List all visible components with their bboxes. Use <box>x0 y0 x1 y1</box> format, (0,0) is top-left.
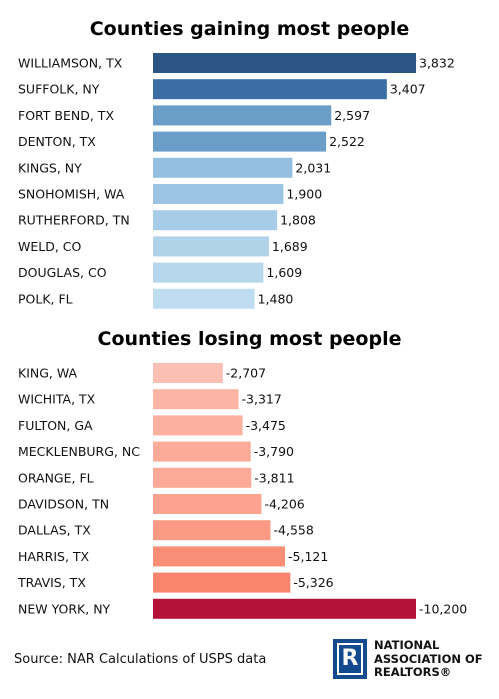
bar <box>153 546 286 567</box>
data-label: -2,707 <box>226 366 266 381</box>
data-label: -4,206 <box>264 497 304 512</box>
data-label: 3,832 <box>419 56 455 71</box>
category-label: WELD, CO <box>18 239 82 254</box>
data-label: -3,317 <box>242 392 282 407</box>
category-label: MECKLENBURG, NC <box>18 444 140 459</box>
bar <box>153 184 284 204</box>
category-label: DENTON, TX <box>18 134 96 149</box>
gaining-bar-chart: WILLIAMSON, TX 3,832 SUFFOLK, NY 3,407 FORT … <box>18 53 455 309</box>
data-label: 1,689 <box>272 239 308 254</box>
bar <box>153 441 251 462</box>
category-label: POLK, FL <box>18 291 73 306</box>
bar <box>153 210 278 231</box>
category-label: NEW YORK, NY <box>18 601 111 616</box>
bar <box>153 389 239 410</box>
bar <box>153 53 416 73</box>
data-label: 1,900 <box>286 187 322 202</box>
data-label: -5,326 <box>293 575 333 590</box>
source-note: Source: NAR Calculations of USPS data <box>14 652 267 667</box>
category-label: ORANGE, FL <box>18 470 94 485</box>
category-label: SUFFOLK, NY <box>18 82 100 97</box>
bar <box>153 157 293 178</box>
bar <box>153 467 252 488</box>
category-label: DAVIDSON, TN <box>18 497 109 512</box>
category-label: TRAVIS, TX <box>17 575 86 590</box>
category-label: DOUGLAS, CO <box>18 265 107 280</box>
bar <box>153 494 262 514</box>
category-label: FULTON, GA <box>18 418 93 433</box>
category-label: WICHITA, TX <box>18 392 96 407</box>
realtor-r-icon: R <box>333 639 367 679</box>
bar <box>153 363 223 383</box>
category-label: HARRIS, TX <box>18 549 90 564</box>
category-label: FORT BEND, TX <box>18 108 114 123</box>
chart-title-gaining: Counties gaining most people <box>89 18 410 40</box>
bar <box>153 415 243 436</box>
category-label: SNOHOMISH, WA <box>18 187 125 202</box>
data-label: 2,522 <box>329 134 365 149</box>
category-label: KINGS, NY <box>18 160 82 175</box>
data-label: 1,480 <box>258 291 294 306</box>
category-label: DALLAS, TX <box>18 523 91 538</box>
data-label: -3,790 <box>254 444 294 459</box>
bar <box>153 520 271 541</box>
data-label: 2,031 <box>295 160 331 175</box>
bar <box>153 288 255 309</box>
data-label: 3,407 <box>390 82 426 97</box>
chart-title-losing: Counties losing most people <box>97 328 402 350</box>
data-label: -4,558 <box>274 523 314 538</box>
bar <box>153 131 327 152</box>
nar-logo: R NATIONAL ASSOCIATION OF REALTORS® <box>333 638 493 683</box>
data-label: -10,200 <box>419 601 467 616</box>
data-label: -3,475 <box>246 418 286 433</box>
losing-bar-chart: KING, WA -2,707 WICHITA, TX -3,317 FULTON, G… <box>17 363 467 619</box>
data-label: -5,121 <box>288 549 328 564</box>
bar <box>153 105 332 126</box>
category-label: KING, WA <box>18 366 78 381</box>
data-label: -3,811 <box>254 470 294 485</box>
bar <box>153 79 387 100</box>
logo-line-3: REALTORS® <box>374 665 452 679</box>
bar <box>153 572 291 593</box>
category-label: WILLIAMSON, TX <box>18 56 123 71</box>
logo-line-2: ASSOCIATION OF <box>374 651 483 666</box>
data-label: 1,808 <box>280 213 316 228</box>
data-label: 1,609 <box>266 265 302 280</box>
logo-line-1: NATIONAL <box>374 638 440 652</box>
logo-wordmark: NATIONAL ASSOCIATION OF REALTORS® <box>374 638 483 680</box>
bar <box>153 236 269 257</box>
bar <box>153 598 416 619</box>
bar <box>153 262 264 283</box>
data-label: 2,597 <box>334 108 370 123</box>
category-label: RUTHERFORD, TN <box>18 213 130 228</box>
